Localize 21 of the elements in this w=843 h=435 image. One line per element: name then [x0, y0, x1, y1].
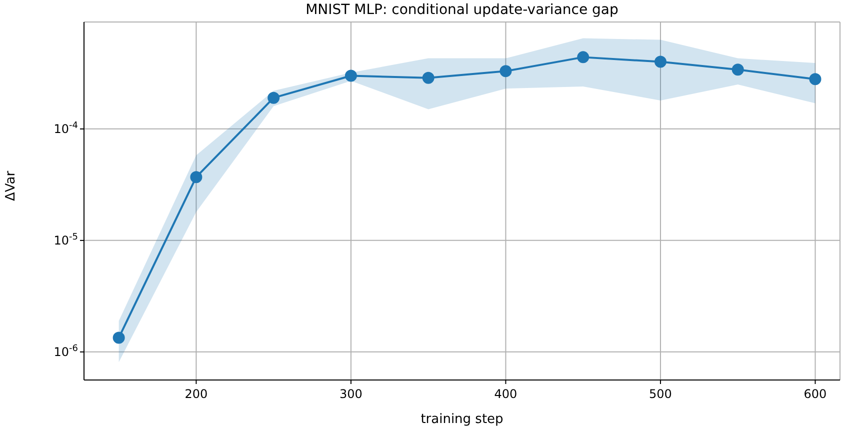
point [190, 171, 202, 184]
point [654, 56, 666, 68]
y-tick-label: 10$^{-4}$ [54, 120, 78, 136]
x-tick-label: 400 [494, 387, 518, 401]
x-tick-label: 200 [184, 387, 208, 401]
point [732, 64, 744, 76]
y-axis-title: ΔVar [4, 170, 19, 201]
x-tick-label: 500 [649, 387, 672, 401]
x-tick-label: 600 [804, 387, 827, 401]
point [577, 51, 590, 64]
chart-title: MNIST MLP: conditional update-variance gap [304, 2, 620, 18]
x-axis-title: training step [420, 412, 504, 427]
point [422, 72, 434, 84]
point [809, 73, 822, 86]
point [500, 65, 512, 78]
x-tick-label: 300 [340, 387, 362, 401]
y-tick-label: 10$^{-5}$ [54, 232, 78, 248]
y-tick-label: 10$^{-6}$ [54, 344, 78, 359]
point [268, 92, 280, 104]
point [344, 70, 357, 82]
point [112, 332, 125, 344]
